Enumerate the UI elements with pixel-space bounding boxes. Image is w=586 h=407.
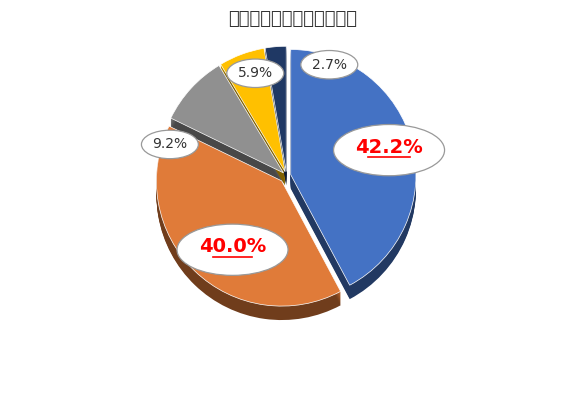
Wedge shape: [265, 51, 286, 177]
Wedge shape: [291, 59, 416, 294]
Wedge shape: [156, 138, 340, 318]
Wedge shape: [265, 53, 286, 178]
Wedge shape: [221, 48, 285, 172]
Wedge shape: [265, 52, 286, 177]
Wedge shape: [265, 46, 286, 171]
Wedge shape: [156, 126, 340, 306]
Wedge shape: [291, 55, 416, 291]
Wedge shape: [265, 60, 286, 186]
Wedge shape: [156, 127, 340, 307]
Wedge shape: [171, 74, 284, 182]
Wedge shape: [171, 70, 284, 177]
Wedge shape: [171, 79, 284, 186]
Wedge shape: [221, 53, 285, 177]
Wedge shape: [221, 52, 285, 176]
Wedge shape: [291, 50, 416, 285]
Wedge shape: [265, 59, 286, 184]
Wedge shape: [221, 54, 285, 178]
Text: 40.0%: 40.0%: [199, 237, 266, 256]
Wedge shape: [171, 79, 284, 187]
Wedge shape: [221, 61, 285, 185]
Wedge shape: [156, 137, 340, 317]
Wedge shape: [156, 128, 340, 308]
Wedge shape: [291, 53, 416, 288]
Ellipse shape: [227, 59, 284, 88]
Wedge shape: [221, 62, 285, 186]
Title: オトナ世代の親へのホンネ: オトナ世代の親へのホンネ: [229, 10, 357, 28]
Wedge shape: [265, 49, 286, 175]
Wedge shape: [291, 55, 416, 290]
Wedge shape: [291, 53, 416, 289]
Wedge shape: [221, 50, 285, 174]
Wedge shape: [171, 77, 284, 185]
Wedge shape: [171, 73, 284, 181]
Text: 42.2%: 42.2%: [355, 138, 423, 157]
Wedge shape: [291, 57, 416, 292]
Wedge shape: [265, 47, 286, 173]
Ellipse shape: [141, 130, 198, 159]
Wedge shape: [291, 61, 416, 297]
Wedge shape: [171, 72, 284, 180]
Wedge shape: [171, 68, 284, 175]
Ellipse shape: [177, 224, 288, 276]
Wedge shape: [221, 49, 285, 173]
Wedge shape: [171, 70, 284, 178]
Wedge shape: [156, 135, 340, 315]
Wedge shape: [156, 136, 340, 316]
Wedge shape: [171, 66, 284, 174]
Wedge shape: [156, 131, 340, 311]
Ellipse shape: [301, 50, 358, 79]
Wedge shape: [156, 133, 340, 313]
Wedge shape: [171, 68, 284, 176]
Wedge shape: [156, 130, 340, 310]
Wedge shape: [171, 77, 284, 184]
Wedge shape: [265, 54, 286, 179]
Wedge shape: [221, 57, 285, 181]
Wedge shape: [156, 134, 340, 314]
Wedge shape: [291, 51, 416, 287]
Wedge shape: [291, 50, 416, 286]
Wedge shape: [156, 132, 340, 312]
Wedge shape: [171, 75, 284, 183]
Wedge shape: [291, 57, 416, 293]
Wedge shape: [265, 50, 286, 175]
Wedge shape: [291, 62, 416, 298]
Wedge shape: [221, 55, 285, 179]
Wedge shape: [265, 58, 286, 184]
Text: 9.2%: 9.2%: [152, 138, 188, 151]
Wedge shape: [156, 129, 340, 309]
Text: 5.9%: 5.9%: [238, 66, 273, 80]
Wedge shape: [221, 56, 285, 180]
Wedge shape: [265, 48, 286, 173]
Wedge shape: [221, 51, 285, 175]
Wedge shape: [265, 56, 286, 182]
Wedge shape: [265, 55, 286, 180]
Wedge shape: [171, 66, 284, 173]
Text: 2.7%: 2.7%: [312, 58, 347, 72]
Wedge shape: [291, 63, 416, 299]
Wedge shape: [291, 60, 416, 296]
Wedge shape: [291, 59, 416, 295]
Wedge shape: [265, 57, 286, 182]
Wedge shape: [221, 60, 285, 184]
Wedge shape: [156, 140, 340, 320]
Wedge shape: [221, 59, 285, 183]
Wedge shape: [156, 139, 340, 319]
Wedge shape: [221, 58, 285, 182]
Ellipse shape: [333, 125, 445, 176]
Wedge shape: [171, 72, 284, 179]
